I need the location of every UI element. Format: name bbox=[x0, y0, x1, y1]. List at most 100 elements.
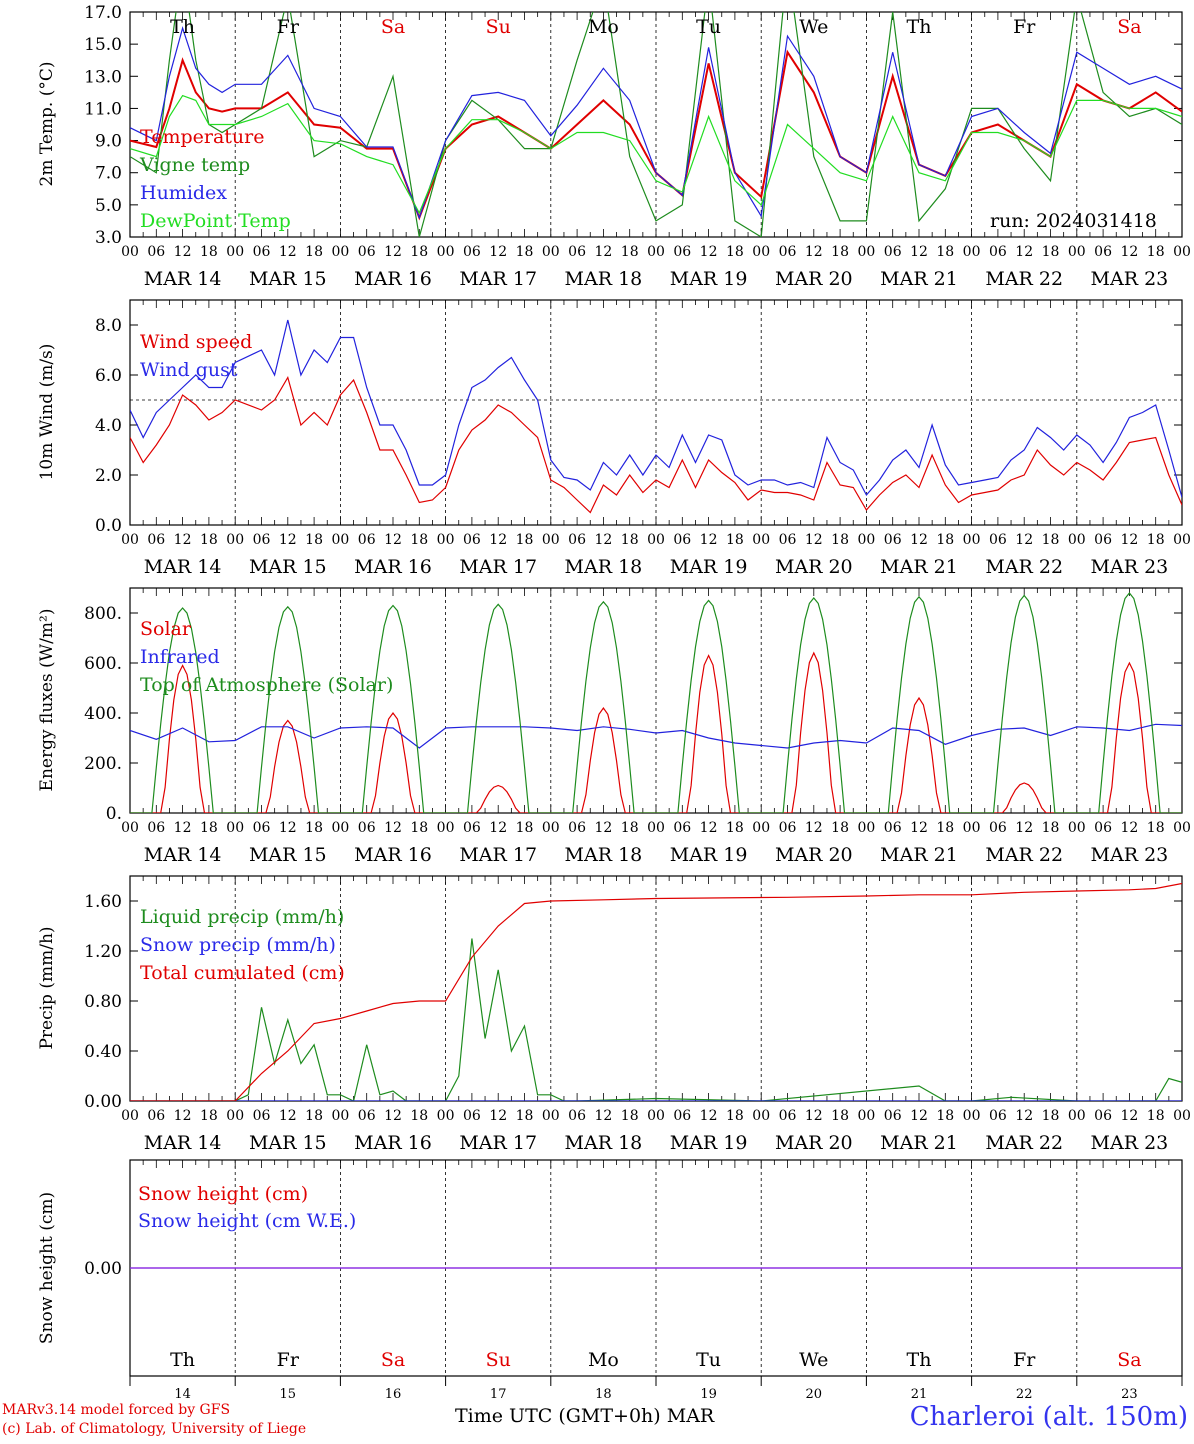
hour-tick-label: 06 bbox=[989, 532, 1007, 548]
date-label: MAR 16 bbox=[354, 1132, 432, 1154]
y-tick-label: 3.0 bbox=[95, 228, 122, 248]
y-axis-title: Precip (mm/h) bbox=[37, 926, 57, 1049]
y-tick-label: 0.40 bbox=[84, 1042, 122, 1062]
weekday-label-bottom: We bbox=[799, 1349, 828, 1371]
hour-tick-label: 00 bbox=[647, 1108, 665, 1124]
hour-tick-label: 12 bbox=[594, 532, 612, 548]
weekday-label-top: Mo bbox=[588, 16, 619, 38]
hour-tick-label: 00 bbox=[331, 1108, 349, 1124]
hour-tick-label: 12 bbox=[489, 820, 507, 836]
date-label: MAR 19 bbox=[670, 556, 748, 578]
hour-tick-label: 12 bbox=[910, 244, 928, 260]
weekday-label-top: Sa bbox=[1117, 16, 1141, 38]
weekday-label-bottom: Th bbox=[907, 1349, 932, 1371]
weekday-label-bottom: Tu bbox=[696, 1349, 721, 1371]
date-label: MAR 19 bbox=[670, 1132, 748, 1154]
y-tick-label: 0.80 bbox=[84, 992, 122, 1012]
hour-tick-label: 18 bbox=[200, 1108, 218, 1124]
y-tick-label: 2.0 bbox=[95, 466, 122, 486]
hour-tick-label: 06 bbox=[673, 820, 691, 836]
hour-tick-label: 18 bbox=[516, 244, 534, 260]
hour-tick-label: 00 bbox=[121, 820, 139, 836]
hour-tick-label: 06 bbox=[463, 244, 481, 260]
weekday-label-bottom: Fr bbox=[277, 1349, 300, 1371]
hour-tick-label: 18 bbox=[1147, 532, 1165, 548]
day-number-label: 17 bbox=[490, 1387, 507, 1402]
date-label: MAR 23 bbox=[1091, 1132, 1169, 1154]
series-line-wind-speed bbox=[130, 375, 1182, 514]
date-label: MAR 19 bbox=[670, 844, 748, 866]
date-label: MAR 23 bbox=[1091, 268, 1169, 290]
y-tick-label: 400. bbox=[84, 704, 122, 724]
legend-snow-height-we: Snow height (cm W.E.) bbox=[138, 1210, 357, 1232]
hour-tick-label: 00 bbox=[331, 244, 349, 260]
date-label: MAR 17 bbox=[459, 556, 537, 578]
hour-tick-label: 06 bbox=[253, 820, 271, 836]
date-label: MAR 21 bbox=[880, 268, 958, 290]
hour-tick-label: 12 bbox=[910, 1108, 928, 1124]
hour-tick-label: 12 bbox=[489, 532, 507, 548]
date-label: MAR 17 bbox=[459, 1132, 537, 1154]
hour-tick-label: 06 bbox=[568, 532, 586, 548]
hour-tick-label: 18 bbox=[831, 1108, 849, 1124]
hour-tick-label: 06 bbox=[884, 1108, 902, 1124]
hour-tick-label: 00 bbox=[542, 820, 560, 836]
weekday-label-top: Tu bbox=[696, 16, 721, 38]
hour-tick-label: 12 bbox=[594, 244, 612, 260]
y-tick-label: 600. bbox=[84, 654, 122, 674]
y-axis-title: Energy fluxes (W/m²) bbox=[37, 609, 57, 792]
date-label: MAR 21 bbox=[880, 844, 958, 866]
y-tick-label: 800. bbox=[84, 604, 122, 624]
xaxis-title: Time UTC (GMT+0h) MAR bbox=[455, 1405, 714, 1427]
hour-tick-label: 06 bbox=[253, 532, 271, 548]
legend-toa-solar: Top of Atmosphere (Solar) bbox=[140, 674, 394, 696]
location-label: Charleroi (alt. 150m) bbox=[909, 1402, 1188, 1432]
y-tick-label: 17.0 bbox=[84, 3, 122, 23]
hour-tick-label: 12 bbox=[384, 820, 402, 836]
hour-tick-label: 00 bbox=[963, 244, 981, 260]
hour-tick-label: 00 bbox=[226, 820, 244, 836]
series-line-infrared bbox=[130, 723, 1182, 749]
legend-snow-precip: Snow precip (mm/h) bbox=[140, 934, 336, 956]
date-label: MAR 14 bbox=[144, 1132, 222, 1154]
date-label: MAR 20 bbox=[775, 268, 853, 290]
hour-tick-label: 00 bbox=[647, 244, 665, 260]
date-label: MAR 20 bbox=[775, 1132, 853, 1154]
hour-tick-label: 00 bbox=[1068, 1108, 1086, 1124]
weekday-label-top: Fr bbox=[1013, 16, 1036, 38]
hour-tick-label: 06 bbox=[147, 820, 165, 836]
hour-tick-label: 18 bbox=[621, 244, 639, 260]
weekday-label-bottom: Sa bbox=[1117, 1349, 1141, 1371]
hour-tick-label: 00 bbox=[331, 532, 349, 548]
hour-tick-label: 06 bbox=[568, 1108, 586, 1124]
hour-tick-label: 18 bbox=[1147, 244, 1165, 260]
hour-tick-label: 00 bbox=[226, 532, 244, 548]
day-number-label: 14 bbox=[174, 1387, 191, 1402]
date-label: MAR 16 bbox=[354, 556, 432, 578]
hour-tick-label: 18 bbox=[200, 244, 218, 260]
y-tick-label: 1.60 bbox=[84, 892, 122, 912]
hour-tick-label: 00 bbox=[542, 244, 560, 260]
hour-tick-label: 00 bbox=[963, 820, 981, 836]
hour-tick-label: 00 bbox=[331, 820, 349, 836]
hour-tick-label: 00 bbox=[752, 532, 770, 548]
hour-tick-label: 06 bbox=[884, 244, 902, 260]
hour-tick-label: 18 bbox=[621, 532, 639, 548]
hour-tick-label: 12 bbox=[805, 820, 823, 836]
hour-tick-label: 18 bbox=[1147, 1108, 1165, 1124]
hour-tick-label: 12 bbox=[594, 820, 612, 836]
series-line-vigne-temp bbox=[130, 12, 1182, 237]
hour-tick-label: 18 bbox=[621, 820, 639, 836]
hour-tick-label: 00 bbox=[963, 532, 981, 548]
hour-tick-label: 06 bbox=[673, 1108, 691, 1124]
hour-tick-label: 00 bbox=[1173, 1108, 1191, 1124]
hour-tick-label: 00 bbox=[1068, 244, 1086, 260]
series-line-wind-gust bbox=[130, 319, 1182, 498]
panel-frame bbox=[129, 11, 1183, 238]
hour-tick-label: 18 bbox=[936, 820, 954, 836]
date-label: MAR 18 bbox=[565, 844, 643, 866]
series-line-total-cumulated-cm- bbox=[130, 882, 1182, 1101]
date-label: MAR 20 bbox=[775, 556, 853, 578]
hour-tick-label: 00 bbox=[857, 1108, 875, 1124]
y-tick-label: 7.0 bbox=[95, 164, 122, 184]
